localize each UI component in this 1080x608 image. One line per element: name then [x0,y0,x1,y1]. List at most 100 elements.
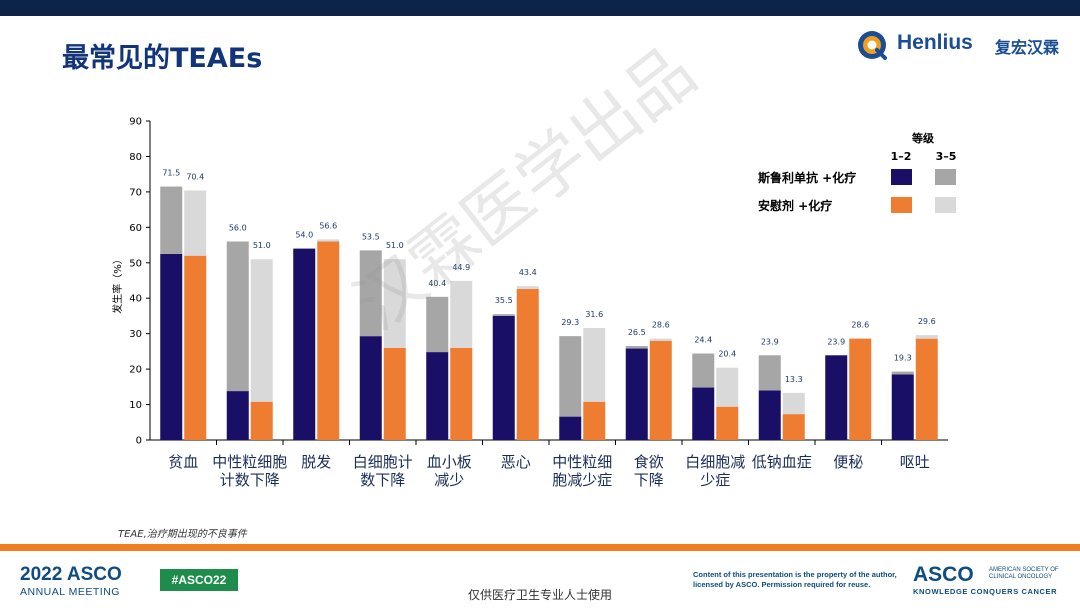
data-label-placebo: 29.6 [918,317,936,326]
category-label: 白细胞减 [685,453,745,471]
data-label-drug: 35.5 [495,296,513,305]
usage-notice: 仅供医疗卫生专业人士使用 [467,588,612,602]
category-label: 计数下降 [220,471,280,489]
data-label-drug: 23.9 [827,337,845,346]
data-label-drug: 54.0 [295,231,313,240]
category-label: 白细胞计 [353,453,413,471]
bar-placebo-grade-1-2 [782,414,805,440]
bar-placebo-grade-3-5 [250,259,273,402]
asco-society-logo: ASCO AMERICAN SOCIETY OF CLINICAL ONCOLO… [913,563,1059,596]
bar-drug-grade-1-2 [293,248,316,440]
bar-placebo-grade-3-5 [716,367,739,407]
bar-placebo-grade-3-5 [184,190,207,256]
y-tick-label: 70 [129,187,142,198]
data-label-placebo: 44.9 [452,263,470,272]
legend-arm-placebo: 安慰剂 +化疗 [758,198,832,213]
asco-society-name: AMERICAN SOCIETY OF CLINICAL ONCOLOGY [989,567,1059,580]
bar-placebo-grade-1-2 [915,338,938,440]
y-tick-label: 0 [136,436,142,447]
category-label: 下降 [634,471,664,489]
bar-placebo-grade-3-5 [583,327,606,402]
category-label: 恶心 [501,453,531,471]
bar-placebo-grade-1-2 [716,406,739,440]
category-label: 食欲 [634,453,664,471]
hashtag-badge: #ASCO22 [160,569,238,591]
category-label: 血小板 [427,453,472,471]
y-tick-label: 10 [129,400,142,411]
bar-drug-grade-3-5 [559,336,582,417]
category-label: 贫血 [168,453,198,471]
bar-drug-grade-3-5 [758,355,781,391]
top-banner [0,0,1080,16]
legend-header: 等级 [911,131,935,145]
footnote: TEAE,治疗期出现的不良事件 [118,529,247,540]
data-label-placebo: 13.3 [785,375,803,384]
y-axis-title: 发生率（%） [111,254,124,314]
y-tick-label: 50 [129,258,142,269]
y-tick-label: 90 [129,117,142,128]
bar-placebo-grade-1-2 [184,255,207,440]
category-label: 便秘 [833,453,863,471]
bar-placebo-grade-1-2 [516,289,539,440]
logo-english-name: Henlius [897,31,973,54]
data-label-placebo: 28.6 [851,321,869,330]
bar-drug-grade-3-5 [359,250,382,337]
bar-drug-grade-3-5 [625,346,648,349]
bar-placebo-grade-1-2 [317,241,340,440]
y-tick-label: 80 [129,152,142,163]
y-tick-label: 40 [129,294,142,305]
data-label-placebo: 56.6 [319,221,337,230]
bar-placebo-grade-3-5 [649,338,672,341]
bar-placebo-grade-3-5 [317,239,340,242]
category-label: 中性粒细胞 [212,453,287,471]
data-label-drug: 23.9 [761,337,779,346]
y-tick-label: 30 [129,329,142,340]
slide-title: 最常见的TEAEs [62,43,263,74]
data-label-placebo: 31.6 [585,310,603,319]
bar-placebo-grade-1-2 [383,347,406,440]
data-label-drug: 19.3 [894,354,912,363]
bar-placebo-grade-3-5 [782,392,805,415]
category-label: 呕吐 [900,453,930,471]
data-label-drug: 71.5 [162,169,180,178]
meeting-year: 2022 ASCO [20,564,122,585]
bar-drug-grade-3-5 [891,371,914,375]
bar-placebo-grade-3-5 [516,286,539,290]
bar-placebo-grade-1-2 [649,340,672,440]
bar-drug-grade-1-2 [226,391,249,440]
category-label: 脱发 [301,453,331,471]
data-label-drug: 29.3 [561,318,579,327]
logo-chinese-name: 复宏汉霖 [995,38,1060,57]
bar-drug-grade-3-5 [226,241,249,392]
data-label-drug: 53.5 [362,232,380,241]
bar-placebo-grade-3-5 [383,259,406,348]
bar-placebo-grade-1-2 [250,401,273,440]
bar-drug-grade-1-2 [692,387,715,440]
bar-drug-grade-1-2 [825,355,848,440]
bar-drug-grade-3-5 [426,296,449,353]
meeting-subtitle: ANNUAL MEETING [20,586,120,598]
y-tick-label: 60 [129,223,142,234]
category-label: 少症 [700,471,730,489]
asco-meeting-logo: 2022 ASCO ANNUAL MEETING [20,564,122,598]
data-label-drug: 26.5 [628,328,646,337]
henlius-logo: Henlius 复宏汉霖 [855,28,1070,62]
legend-swatch-placebo-grade-3-5 [935,197,956,213]
data-label-placebo: 20.4 [718,350,736,359]
legend-swatch-drug-grade-3-5 [935,169,956,185]
bar-drug-grade-1-2 [891,374,914,440]
y-tick-label: 20 [129,365,142,376]
category-label: 数下降 [360,471,405,489]
footer-divider [0,544,1080,551]
category-label: 胞减少症 [552,471,612,489]
bar-drug-grade-3-5 [492,314,515,316]
category-label: 中性粒细 [552,453,612,471]
data-label-placebo: 43.4 [519,268,537,277]
bar-placebo-grade-1-2 [450,347,473,440]
henlius-logo-icon [858,31,887,60]
bar-placebo-grade-1-2 [583,401,606,440]
bar-placebo-grade-1-2 [849,338,872,440]
data-label-placebo: 51.0 [253,241,271,250]
category-label: 低钠血症 [752,453,812,471]
bar-drug-grade-1-2 [559,416,582,440]
